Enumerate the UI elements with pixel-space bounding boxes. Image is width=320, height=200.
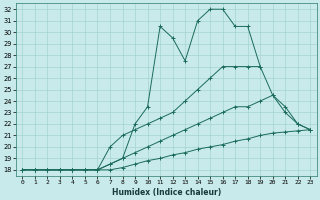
X-axis label: Humidex (Indice chaleur): Humidex (Indice chaleur) [112,188,221,197]
